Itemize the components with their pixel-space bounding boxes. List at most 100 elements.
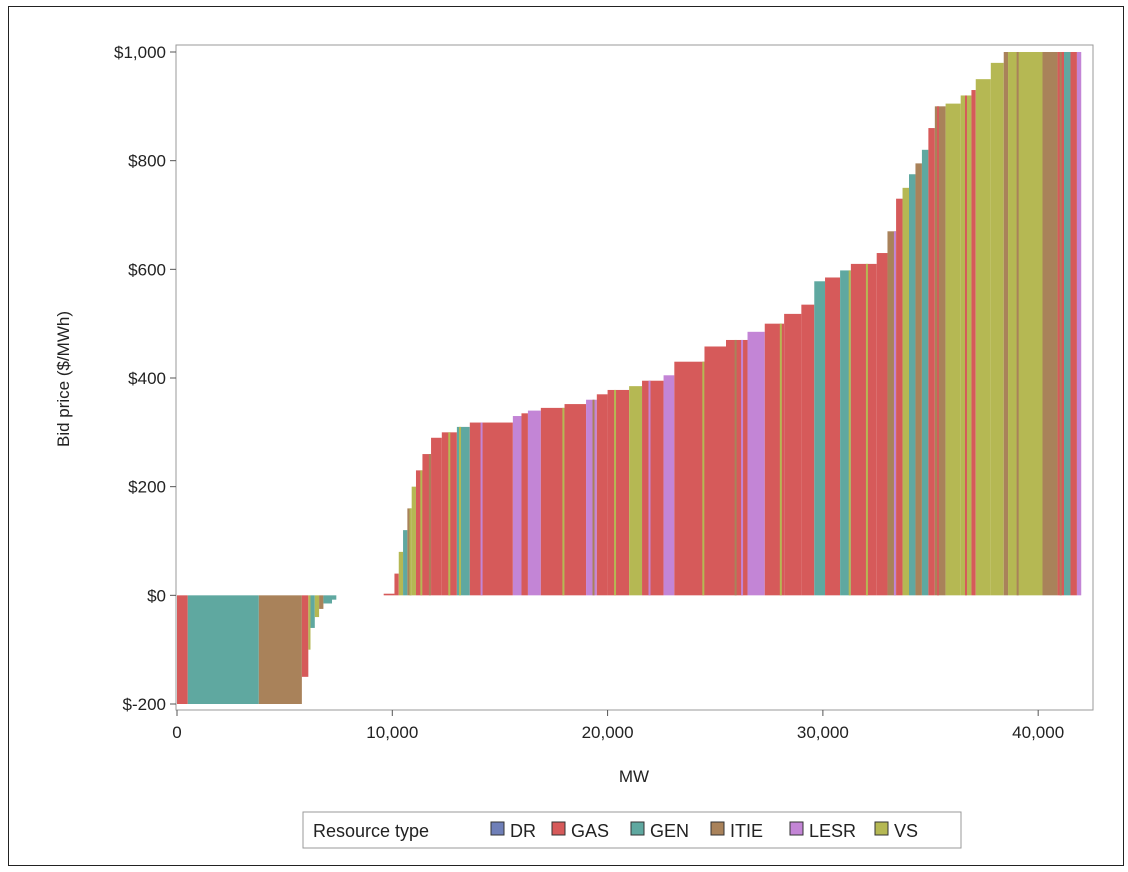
bar-segment [1076, 52, 1082, 596]
legend-swatch [874, 821, 889, 836]
y-tick-label: $-200 [123, 695, 166, 714]
bar-segment [403, 530, 408, 596]
bar-segment [1064, 52, 1071, 596]
bar-segment [704, 346, 726, 596]
x-tick-label: 10,000 [366, 723, 418, 742]
bar-segment [850, 263, 877, 596]
bar-stripe [592, 399, 595, 596]
bar-stripe [1016, 52, 1019, 596]
x-axis-title: MW [619, 767, 649, 786]
bar-segment [825, 277, 841, 596]
bar-stripe [648, 380, 651, 596]
legend-swatch [630, 821, 645, 836]
bar-segment [521, 413, 528, 596]
legend-title: Resource type [313, 821, 429, 841]
bar-segment [323, 595, 333, 604]
bar-segment [469, 422, 513, 596]
chart-frame: $-200 $0 $200 $400 $600 $800 $1,000 0 10,000 20,0… [8, 6, 1124, 866]
legend-swatch [789, 821, 804, 836]
legend-label: GEN [650, 821, 689, 841]
bar-segment [398, 551, 404, 596]
y-tick-label: $0 [147, 586, 166, 605]
bar-segment [394, 573, 399, 596]
bar-segment [258, 595, 302, 704]
bar-segment [411, 486, 416, 596]
bar-stripe [1059, 52, 1062, 596]
bar-stripe [936, 106, 939, 596]
bar-stripe [428, 454, 431, 596]
bar-segment [422, 454, 432, 596]
bar-segment [415, 470, 423, 596]
bar-segment [1008, 52, 1043, 596]
bar-segment [314, 595, 320, 618]
bar-segment [586, 399, 597, 596]
bar-segment [642, 380, 664, 596]
bar-segment [990, 62, 1004, 596]
legend-label: DR [510, 821, 536, 841]
bar-segment [1070, 52, 1077, 596]
bar-segment [876, 253, 888, 596]
supply-curve-chart: $-200 $0 $200 $400 $600 $800 $1,000 0 10,000 20,0… [54, 43, 1094, 849]
bar-stripe [562, 407, 565, 596]
legend-swatch [710, 821, 725, 836]
bar-segment [456, 426, 470, 596]
bar-segment [915, 163, 922, 596]
bar-segment [512, 416, 522, 596]
bar-segment [784, 313, 802, 596]
legend-label: ITIE [730, 821, 763, 841]
y-tick-label: $600 [128, 260, 166, 279]
bar-segment [187, 595, 259, 704]
bar-stripe [964, 95, 967, 596]
bar-segment [971, 90, 976, 596]
legend: Resource type DR GAS GEN ITIE LESR VS [302, 811, 962, 849]
y-tick-label: $200 [128, 478, 166, 497]
bar-segment [934, 106, 946, 596]
bar-segment [928, 128, 935, 596]
y-tick-label: $400 [128, 369, 166, 388]
bar-stripe [741, 339, 744, 596]
bar-segment [674, 361, 705, 596]
bar-segment [527, 410, 541, 596]
bar-segment [975, 79, 991, 596]
x-tick-label: 40,000 [1012, 723, 1064, 742]
bar-segment [896, 198, 903, 596]
bar-segment [909, 174, 916, 596]
bar-stripe [848, 270, 851, 596]
bar-stripe [734, 339, 737, 596]
bar-segment [921, 149, 929, 596]
bar-stripe [480, 422, 483, 596]
x-tick-label: 30,000 [797, 723, 849, 742]
legend-label: LESR [809, 821, 856, 841]
bar-segment [308, 595, 311, 650]
bar-stripe [420, 470, 423, 596]
bar-stripe [614, 389, 617, 596]
bars-layer [177, 52, 1082, 704]
bar-segment [1003, 52, 1009, 596]
bar-segment [747, 331, 765, 596]
bar-stripe [779, 323, 782, 596]
bar-segment [319, 595, 324, 609]
bar-segment [814, 281, 826, 596]
bar-stripe [448, 432, 451, 596]
bar-segment [383, 593, 395, 596]
bar-segment [801, 304, 815, 596]
ticks-layer: $-200 $0 $200 $400 $600 $800 $1,000 0 10,000 20,0… [114, 43, 1064, 742]
bar-segment [596, 394, 608, 596]
bar-segment [902, 187, 909, 596]
y-axis-title: Bid price ($/MWh) [54, 311, 73, 447]
x-tick-label: 20,000 [582, 723, 634, 742]
bar-segment [310, 595, 315, 628]
bar-stripe [409, 508, 412, 596]
bar-stripe [893, 231, 896, 596]
legend-swatch [490, 821, 505, 836]
bar-segment [564, 404, 587, 596]
x-tick-label: 0 [172, 723, 181, 742]
bar-segment [945, 103, 961, 596]
legend-label: GAS [571, 821, 609, 841]
bar-segment [431, 437, 442, 596]
y-tick-label: $800 [128, 152, 166, 171]
bar-segment [887, 231, 897, 596]
legend-swatch [551, 821, 566, 836]
bar-segment [629, 386, 643, 596]
bar-segment [301, 595, 309, 677]
